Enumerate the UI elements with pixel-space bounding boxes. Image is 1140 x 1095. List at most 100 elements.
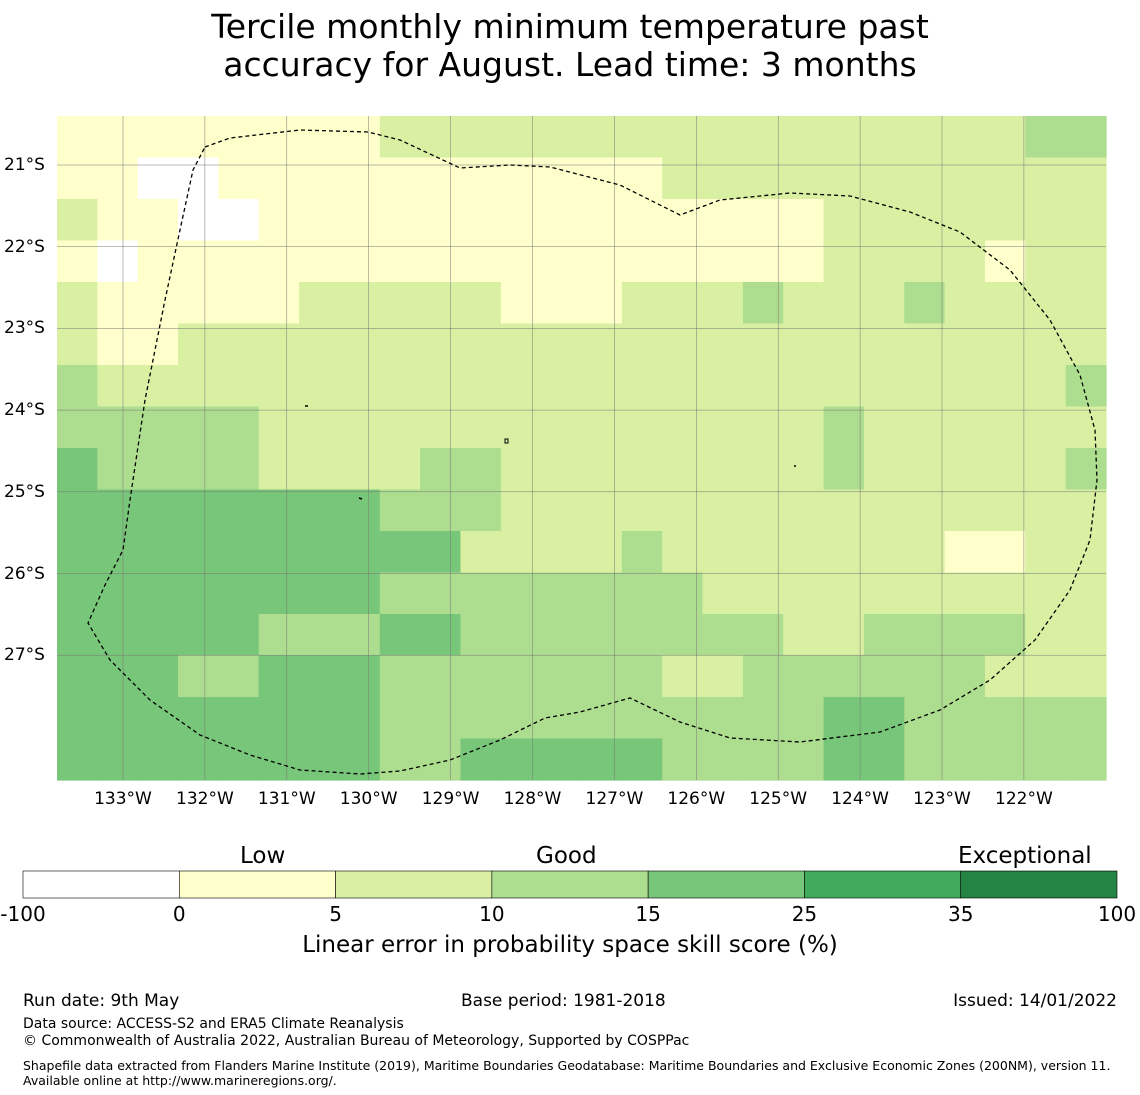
grid-cell <box>621 738 663 781</box>
grid-cell <box>783 448 825 491</box>
grid-cell <box>823 738 865 781</box>
grid-cell <box>299 406 341 449</box>
grid-cell <box>420 240 462 283</box>
grid-cell <box>178 448 219 491</box>
grid-cell <box>57 240 98 283</box>
grid-cell <box>904 655 946 698</box>
grid-cell <box>258 240 300 283</box>
grid-cell <box>500 406 542 449</box>
colorbar <box>22 870 1118 899</box>
grid-cell <box>1025 448 1067 491</box>
grid-cell <box>621 614 663 657</box>
grid-cell <box>662 614 704 657</box>
grid-cell <box>944 738 986 781</box>
chart-title: Tercile monthly minimum temperature past… <box>0 8 1140 84</box>
title-line-2: accuracy for August. Lead time: 3 months <box>223 45 917 84</box>
grid-cell <box>178 199 219 242</box>
grid-cell <box>702 738 744 781</box>
grid-cell <box>97 323 139 366</box>
grid-cell <box>460 282 502 325</box>
grid-cell <box>258 157 300 200</box>
grid-cell <box>500 572 542 615</box>
grid-cell <box>702 282 744 325</box>
grid-cell <box>662 697 704 740</box>
grid-cell <box>783 323 825 366</box>
grid-cell <box>299 240 341 283</box>
grid-cell <box>863 614 905 657</box>
grid-cell <box>621 157 663 200</box>
grid-cell <box>500 655 542 698</box>
grid-cell <box>258 199 300 242</box>
grid-cell <box>581 572 623 615</box>
latitude-label: 23°S <box>4 318 45 339</box>
latitude-label: 21°S <box>4 155 45 175</box>
grid-cell <box>621 116 663 159</box>
grid-cell <box>823 157 865 200</box>
grid-cell <box>339 406 381 449</box>
grid-cell <box>339 697 381 740</box>
grid-cell <box>500 614 542 657</box>
grid-cell <box>662 489 704 532</box>
grid-cell <box>97 697 139 740</box>
grid-cell <box>621 199 663 242</box>
colorbar-tick-label: 35 <box>947 902 974 926</box>
grid-cell <box>702 697 744 740</box>
grid-cell <box>581 531 623 574</box>
grid-cell <box>662 406 704 449</box>
grid-cell <box>258 448 300 491</box>
grid-cell <box>823 614 865 657</box>
grid-cell <box>178 531 219 574</box>
grid-cell <box>823 116 865 159</box>
grid-cell <box>1065 157 1107 200</box>
grid-cell <box>339 365 381 408</box>
grid-cell <box>581 406 623 449</box>
grid-cell <box>137 489 179 532</box>
longitude-label: 122°W <box>995 789 1053 809</box>
grid-cell <box>621 655 663 698</box>
grid-cell <box>944 282 986 325</box>
grid-cell <box>1065 199 1107 242</box>
grid-cell <box>379 614 421 657</box>
shapefile-credit: Shapefile data extracted from Flanders M… <box>23 1058 1111 1088</box>
grid-cell <box>702 572 744 615</box>
grid-cell <box>702 406 744 449</box>
grid-cell <box>702 489 744 532</box>
grid-cell <box>460 323 502 366</box>
grid-cell <box>984 448 1026 491</box>
longitude-label: 124°W <box>831 789 889 809</box>
grid-cell <box>742 199 784 242</box>
grid-cell <box>500 448 542 491</box>
grid-cell <box>97 738 139 781</box>
grid-cell <box>379 489 421 532</box>
grid-cell <box>379 738 421 781</box>
grid-cell <box>702 199 744 242</box>
grid-cell <box>742 572 784 615</box>
grid-cell <box>863 448 905 491</box>
grid-cell <box>581 199 623 242</box>
grid-cell <box>662 365 704 408</box>
grid-cell <box>1025 240 1067 283</box>
grid-cell <box>944 365 986 408</box>
grid-cell <box>621 365 663 408</box>
grid-cell <box>460 240 502 283</box>
grid-cell <box>299 572 341 615</box>
grid-cell <box>420 614 462 657</box>
grid-cell <box>57 157 98 200</box>
grid-cell <box>299 614 341 657</box>
run-date: Run date: 9th May <box>23 991 180 1011</box>
grid-cell <box>97 240 139 283</box>
latitude-label: 25°S <box>4 481 45 502</box>
grid-cell <box>500 738 542 781</box>
grid-cell <box>420 738 462 781</box>
grid-cell <box>904 531 946 574</box>
grid-cell <box>944 572 986 615</box>
grid-cell <box>702 655 744 698</box>
data-source: Data source: ACCESS-S2 and ERA5 Climate … <box>23 1016 404 1032</box>
grid-cell <box>460 406 502 449</box>
skill-grid <box>57 116 1107 781</box>
grid-cell <box>460 697 502 740</box>
grid-cell <box>137 655 179 698</box>
grid-cell <box>137 323 179 366</box>
grid-cell <box>379 531 421 574</box>
